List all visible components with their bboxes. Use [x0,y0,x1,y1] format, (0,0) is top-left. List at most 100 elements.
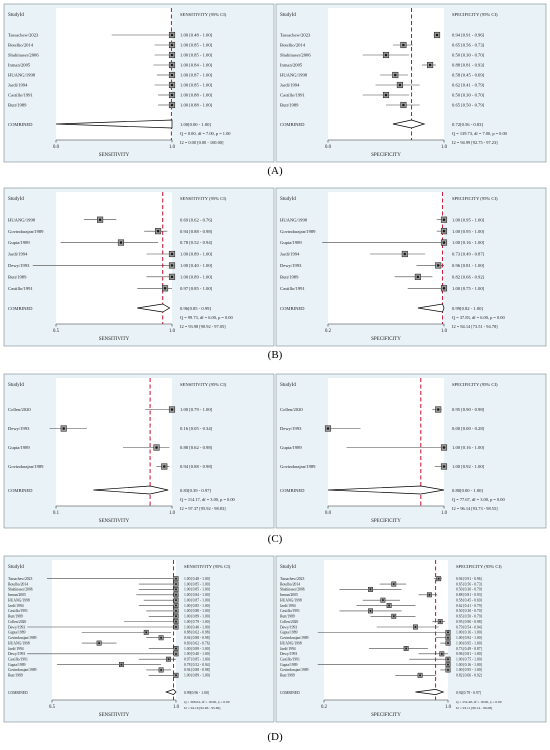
study-estimate-dot [447,658,449,661]
header-ci: SPECIFICITY (95% CI) [452,12,498,17]
study-estimate-dot [170,73,174,77]
study-label: Butt/1989 [280,103,299,108]
study-estimate-dot [119,241,123,244]
study-ci-text: 1.00 [0.92 - 1.00] [452,464,485,469]
x-tick-label: 0.0 [325,511,332,516]
study-label: Tassachew/2023 [280,33,311,38]
study-ci-text: 1.00 [0.88 - 1.00] [180,103,213,108]
study-ci-text: 1.00 [0.85 - 1.00] [184,582,210,586]
study-label: Castillo/1991 [8,93,33,98]
study-label: Shahinaser/2006 [8,588,33,592]
study-label: Dewy/1993 [8,263,30,268]
panel-label: (D) [267,731,283,743]
header-ci: SENSITIVITY (95% CI) [184,564,231,569]
plot-area [328,378,444,506]
study-label: HUANG/1998 [280,598,302,602]
study-label: Dewy/1993 [8,652,25,656]
study-ci-text: 0.88 [0.62 - 0.98] [184,631,210,635]
study-label: Govindarajan/1989 [280,464,316,469]
study-estimate-dot [384,53,388,57]
study-label: HUANG/1998 [280,641,302,645]
study-label: Gupta/1989 [8,445,30,450]
plot-area [56,8,172,140]
study-estimate-dot [402,103,405,107]
x-tick-label: 0.5 [53,329,60,334]
study-estimate-dot [402,43,405,47]
study-estimate-dot [145,631,148,634]
header-studyid: StudyId [8,197,24,202]
study-ci-text: 0.69 [0.62 - 0.76] [184,641,210,645]
combined-diamond [55,119,173,129]
study-estimate-dot [175,615,177,618]
study-ci-text: 1.00 [0.79 - 1.00] [180,407,213,412]
study-label: Collen/2020 [8,620,26,624]
study-ci-text: 1.00 [0.87 - 1.00] [184,598,210,602]
study-ci-text: 0.82 [0.66 - 0.92] [456,674,482,678]
study-ci-text: 1.00 [0.92 - 1.00] [456,636,482,640]
x-tick-label: 1.0 [169,511,176,516]
study-label: Gupta/1989 [280,445,302,450]
study-ci-text: 1.00 [0.89 - 1.00] [180,274,213,279]
study-estimate-dot [388,604,391,607]
study-estimate-dot [170,53,174,57]
study-ci-text: 1.00 [0.16 - 1.00] [452,240,485,245]
study-estimate-dot [381,599,384,602]
study-ci-text: 0.95 [0.90 - 0.98] [456,620,482,624]
study-label: Inman/2005 [8,63,31,68]
combined-diamond [93,485,169,495]
combined-diamond [165,688,177,696]
study-label: HUANG/1998 [280,217,308,222]
header-studyid: StudyId [8,565,24,570]
study-label: Botelho/2014 [280,582,300,586]
study-label: HUANG/1998 [8,598,30,602]
study-estimate-dot [384,93,388,97]
x-axis-label: SENSITIVITY [99,337,130,342]
study-ci-text: 1.00 [0.85 - 1.00] [184,604,210,608]
header-ci: SPECIFICITY (95% CI) [456,564,502,569]
x-axis-label: SENSITIVITY [99,153,130,158]
heterogeneity-i2: I2 = 94.16 [92.66 - 95.66] [184,706,220,710]
study-label: Gupta/1989 [8,631,26,635]
header-studyid: StudyId [280,565,296,570]
study-estimate-dot [170,252,174,256]
study-ci-text: 1.00 [0.40 - 1.00] [180,263,213,268]
heterogeneity-q: Q = 139.73, df = 7.00, p = 0.00 [452,131,508,137]
study-label: Shahinaser/2006 [8,53,39,58]
study-ci-text: 1.00 [0.16 - 1.00] [452,445,485,450]
study-label: Govindarajan/1989 [8,636,37,640]
study-estimate-dot [170,93,174,97]
study-ci-text: 0.16 [0.05 - 0.34] [180,426,213,431]
study-label: Butt/1989 [8,274,27,279]
study-estimate-dot [170,408,174,411]
header-studyid: StudyId [280,13,296,18]
study-estimate-dot [163,465,166,468]
study-estimate-dot [170,275,174,279]
plot-area [328,8,444,140]
study-label: Gupta/1989 [8,240,30,245]
combined-diamond [327,485,445,495]
x-tick-label: 1.0 [173,705,180,710]
heterogeneity-q: Q = 99.73, df = 6.00, p = 0.00 [180,315,233,321]
study-label: Gupta/1989 [280,631,298,635]
study-label: Gupta/1989 [280,663,298,667]
study-label: HUANG/1998 [8,217,36,222]
study-ci-text: 0.79 [0.54 - 0.94] [456,625,482,629]
study-label: Jardi/1994 [8,647,24,651]
combined-label: COMBINED [8,122,33,127]
combined-ci-text: 0.72[0.56 - 0.83] [452,122,483,127]
study-ci-text: 1.00 [0.87 - 1.00] [180,73,213,78]
x-axis-label: SPECIFICITY [371,337,401,342]
combined-label: COMBINED [8,306,33,311]
study-estimate-dot [442,218,446,221]
study-label: Shahinaser/2006 [280,588,305,592]
study-ci-text: 1.00 [0.95 - 1.00] [456,641,482,645]
study-label: Inman/2005 [8,593,26,597]
study-label: HUANG/1998 [8,641,30,645]
study-ci-text: 0.62 [0.41 - 0.79] [456,604,482,608]
study-estimate-dot [394,73,397,77]
study-estimate-dot [442,241,446,244]
x-tick-label: 1.0 [441,145,448,150]
study-ci-text: 1.00 [0.89 - 1.00] [184,674,210,678]
header-studyid: StudyId [280,197,296,202]
